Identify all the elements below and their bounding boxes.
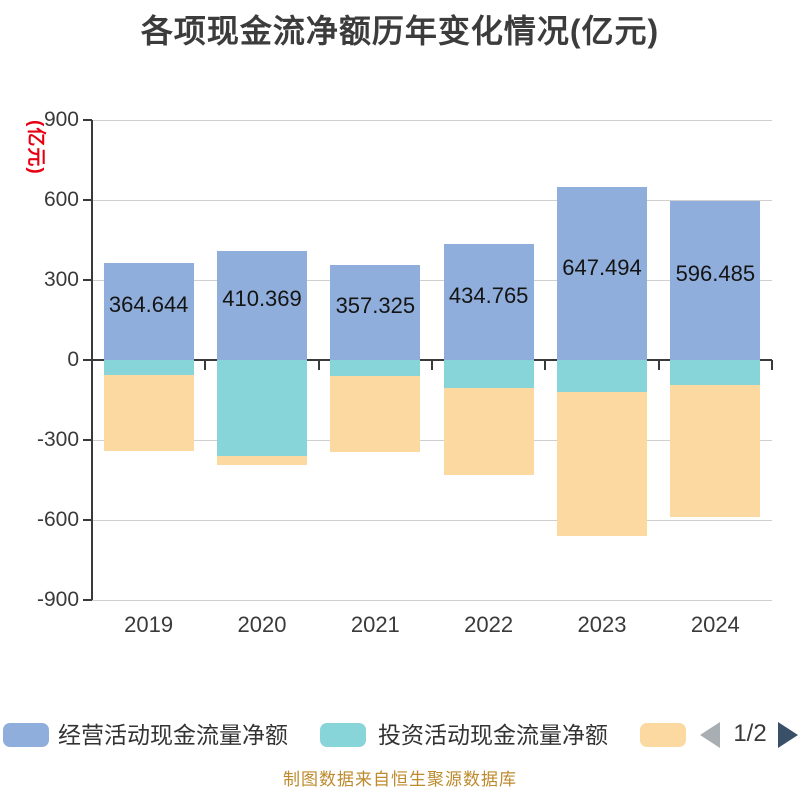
bar-segment-2019-series1[interactable] [103,360,194,375]
bar-segment-2021-series1[interactable] [330,360,421,376]
y-axis-tick [83,199,92,201]
y-axis-tick [83,359,92,361]
legend-swatch-operating[interactable] [3,723,49,747]
y-axis-tick [83,279,92,281]
y-axis-tick [83,599,92,601]
x-axis-tick [204,360,207,370]
y-axis-tick [83,519,92,521]
x-axis-tick [657,360,660,370]
bar-segment-2019-operating[interactable] [103,262,194,360]
gridline [92,279,772,281]
y-axis-tick-label: 300 [43,268,79,291]
gridline [92,199,772,201]
bar-segment-2022-series1[interactable] [443,360,534,388]
pager-next-icon[interactable] [778,722,798,748]
footer-note: 制图数据来自恒生聚源数据库 [283,770,517,789]
x-axis-category-label: 2024 [690,612,740,637]
gridline [92,119,772,121]
legend-label-investing[interactable]: 投资活动现金流量净额 [378,722,608,748]
legend-swatch-third-series[interactable] [640,723,686,747]
x-axis-category-label: 2023 [577,612,627,637]
bar-segment-2020-operating[interactable] [217,250,307,360]
gridline [92,439,772,441]
y-axis-tick-label: 0 [67,348,79,371]
y-axis-tick [83,119,92,121]
bar-value-label: 434.765 [448,283,529,309]
bar-segment-2020-series2[interactable] [217,456,307,466]
bar-value-label: 647.494 [562,254,642,280]
bar-segment-2023-series1[interactable] [557,360,647,392]
bar-segment-2023-series2[interactable] [557,392,647,536]
x-axis-tick [317,360,320,370]
bar-value-label: 596.485 [675,261,756,287]
y-axis-tick-label: -300 [36,428,79,451]
x-axis-tick [544,360,547,370]
y-axis-tick [83,439,92,441]
x-axis-category-label: 2022 [464,612,514,637]
x-axis-category-label: 2020 [237,612,287,637]
bar-segment-2024-series2[interactable] [670,385,761,518]
bar-segment-2022-operating[interactable] [443,244,534,360]
bar-value-label: 410.369 [222,286,302,312]
chart-title: 各项现金流净额历年变化情况(亿元) [140,13,660,49]
bar-segment-2023-operating[interactable] [557,187,647,360]
bar-segment-2019-series2[interactable] [103,374,194,451]
y-axis-tick-label: 900 [43,108,79,131]
gridline [92,599,772,601]
bar-value-label: 357.325 [335,293,416,319]
x-axis-tick [431,360,433,370]
bar-segment-2022-series2[interactable] [443,388,534,475]
y-axis-tick-label: -600 [36,508,79,531]
gridline [92,519,772,521]
x-axis-tick [771,360,773,370]
bar-segment-2024-operating[interactable] [670,200,761,360]
pager-prev-icon[interactable] [700,722,720,748]
bar-segment-2021-operating[interactable] [330,264,421,360]
legend-swatch-investing[interactable] [320,723,366,747]
pager-label: 1/2 [733,720,767,747]
x-axis-category-label: 2021 [350,612,400,637]
bar-segment-2020-series1[interactable] [217,360,307,456]
y-axis-tick-label: -900 [36,588,79,611]
bar-segment-2021-series2[interactable] [330,376,421,452]
x-axis-category-label: 2019 [124,612,174,637]
bar-segment-2024-series1[interactable] [670,360,761,386]
legend: 经营活动现金流量净额 投资活动现金流量净额 1/2 [0,720,800,752]
y-axis-line [91,120,93,600]
y-axis-tick-label: 600 [43,188,79,211]
bar-value-label: 364.644 [108,292,189,318]
legend-label-operating[interactable]: 经营活动现金流量净额 [58,722,288,748]
